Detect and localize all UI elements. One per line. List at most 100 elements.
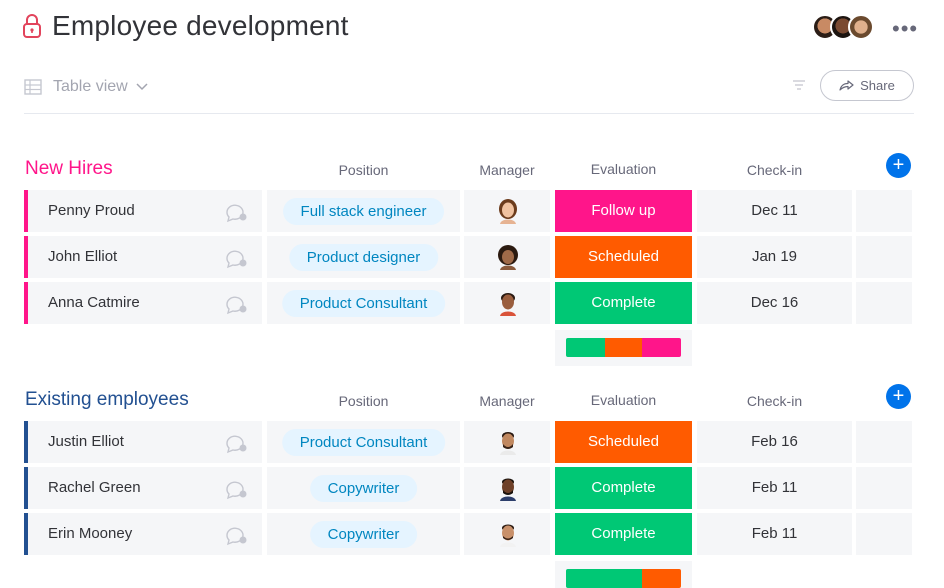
- status-segment: [566, 569, 642, 588]
- filter-icon[interactable]: [792, 80, 806, 90]
- manager-cell[interactable]: [464, 467, 550, 509]
- manager-avatar[interactable]: [496, 521, 520, 547]
- empty-cell[interactable]: [856, 236, 912, 278]
- checkin-cell[interactable]: Feb 11: [697, 513, 852, 555]
- manager-avatar[interactable]: [496, 290, 520, 316]
- manager-avatar[interactable]: [496, 429, 520, 455]
- checkin-cell[interactable]: Dec 16: [697, 282, 852, 324]
- chat-bubble-icon[interactable]: [224, 524, 248, 546]
- manager-cell[interactable]: [464, 236, 550, 278]
- status-badge[interactable]: Scheduled: [555, 421, 692, 463]
- status-label: Complete: [591, 479, 656, 496]
- checkin-cell[interactable]: Dec 11: [697, 190, 852, 232]
- column-header-position[interactable]: Position: [338, 162, 389, 178]
- divider: [24, 113, 914, 114]
- column-header-manager[interactable]: Manager: [479, 162, 535, 178]
- column-header-checkin[interactable]: Check-in: [746, 162, 803, 178]
- column-header-manager[interactable]: Manager: [479, 393, 535, 409]
- chat-bubble-icon[interactable]: [224, 201, 248, 223]
- column-header-position[interactable]: Position: [338, 393, 389, 409]
- column-header-evaluation[interactable]: Evaluation: [590, 161, 657, 177]
- checkin-date: Dec 11: [751, 202, 798, 219]
- status-label: Scheduled: [588, 248, 659, 265]
- evaluation-summary[interactable]: [555, 330, 692, 366]
- add-column-button[interactable]: +: [886, 384, 911, 409]
- position-cell[interactable]: Product Consultant: [267, 421, 460, 463]
- evaluation-summary[interactable]: [555, 561, 692, 588]
- item-name: Erin Mooney: [48, 525, 133, 542]
- share-button[interactable]: Share: [820, 70, 914, 101]
- position-label: Copywriter: [309, 475, 418, 502]
- checkin-date: Feb 16: [751, 433, 798, 450]
- table-row[interactable]: Erin Mooney Copywriter Complete Feb 11: [24, 513, 914, 555]
- chat-bubble-icon[interactable]: [224, 478, 248, 500]
- status-badge[interactable]: Follow up: [555, 190, 692, 232]
- checkin-cell[interactable]: Feb 11: [697, 467, 852, 509]
- name-cell[interactable]: Justin Elliot: [24, 421, 262, 463]
- status-badge[interactable]: Complete: [555, 282, 692, 324]
- group-header: New Hires Position Manager Evaluation Ch…: [24, 153, 914, 188]
- manager-avatar[interactable]: [496, 198, 520, 224]
- avatar[interactable]: [848, 14, 874, 40]
- position-cell[interactable]: Copywriter: [267, 467, 460, 509]
- empty-cell[interactable]: [856, 282, 912, 324]
- item-name: Anna Catmire: [48, 294, 140, 311]
- group-header: Existing employees Position Manager Eval…: [24, 384, 914, 419]
- status-label: Complete: [591, 294, 656, 311]
- status-badge[interactable]: Complete: [555, 467, 692, 509]
- name-cell[interactable]: Erin Mooney: [24, 513, 262, 555]
- manager-cell[interactable]: [464, 282, 550, 324]
- page-title: Employee development: [52, 10, 349, 41]
- status-segment: [641, 569, 681, 588]
- manager-cell[interactable]: [464, 190, 550, 232]
- manager-avatar[interactable]: [496, 475, 520, 501]
- chat-bubble-icon[interactable]: [224, 293, 248, 315]
- table-row[interactable]: Penny Proud Full stack engineer Follow u…: [24, 190, 914, 232]
- position-label: Full stack engineer: [282, 198, 445, 225]
- chat-bubble-icon[interactable]: [224, 432, 248, 454]
- empty-cell[interactable]: [856, 190, 912, 232]
- share-icon: [839, 80, 854, 91]
- view-selector[interactable]: Table view: [24, 78, 148, 96]
- status-label: Follow up: [591, 202, 656, 219]
- group-title[interactable]: New Hires: [25, 158, 113, 179]
- checkin-cell[interactable]: Jan 19: [697, 236, 852, 278]
- manager-cell[interactable]: [464, 421, 550, 463]
- position-cell[interactable]: Full stack engineer: [267, 190, 460, 232]
- empty-cell[interactable]: [856, 467, 912, 509]
- name-cell[interactable]: Rachel Green: [24, 467, 262, 509]
- add-column-button[interactable]: +: [886, 153, 911, 178]
- checkin-date: Dec 16: [750, 294, 799, 311]
- chevron-down-icon[interactable]: [136, 83, 148, 91]
- status-segment: [566, 338, 606, 357]
- checkin-cell[interactable]: Feb 16: [697, 421, 852, 463]
- position-cell[interactable]: Product Consultant: [267, 282, 460, 324]
- lock-icon: [23, 14, 41, 38]
- board-members[interactable]: [812, 14, 874, 40]
- empty-cell[interactable]: [856, 421, 912, 463]
- empty-cell[interactable]: [856, 513, 912, 555]
- item-name: John Elliot: [48, 248, 118, 265]
- item-name: Penny Proud: [48, 202, 135, 219]
- manager-cell[interactable]: [464, 513, 550, 555]
- name-cell[interactable]: Penny Proud: [24, 190, 262, 232]
- table-row[interactable]: Justin Elliot Product Consultant Schedul…: [24, 421, 914, 463]
- table-row[interactable]: Rachel Green Copywriter Complete Feb 11: [24, 467, 914, 509]
- table-row[interactable]: John Elliot Product designer Scheduled J…: [24, 236, 914, 278]
- status-badge[interactable]: Scheduled: [555, 236, 692, 278]
- table-icon: [24, 79, 42, 95]
- manager-avatar[interactable]: [496, 244, 520, 270]
- position-cell[interactable]: Product designer: [267, 236, 460, 278]
- chat-bubble-icon[interactable]: [224, 247, 248, 269]
- position-label: Product Consultant: [281, 429, 446, 456]
- name-cell[interactable]: John Elliot: [24, 236, 262, 278]
- group-title[interactable]: Existing employees: [25, 389, 189, 410]
- status-label: Scheduled: [588, 433, 659, 450]
- name-cell[interactable]: Anna Catmire: [24, 282, 262, 324]
- position-cell[interactable]: Copywriter: [267, 513, 460, 555]
- column-header-checkin[interactable]: Check-in: [746, 393, 803, 409]
- status-badge[interactable]: Complete: [555, 513, 692, 555]
- more-options-icon[interactable]: •••: [892, 16, 919, 41]
- column-header-evaluation[interactable]: Evaluation: [590, 392, 657, 408]
- table-row[interactable]: Anna Catmire Product Consultant Complete…: [24, 282, 914, 324]
